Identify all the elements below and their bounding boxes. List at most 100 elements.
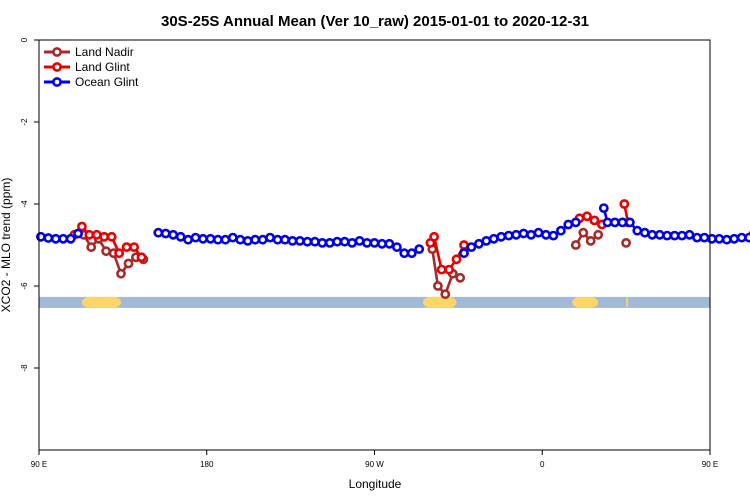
data-point-ocean-glint [302,236,313,247]
data-point-ocean-glint [610,217,620,228]
data-point-ocean-glint [280,234,290,245]
data-point-ocean-glint [369,237,380,248]
y-axis-label: XCO2 - MLO trend (ppm) [0,178,13,313]
data-point-land-glint [619,199,630,209]
data-point-ocean-glint [617,217,628,228]
x-axis: 90 E 180 90 W 0 90 E [31,450,718,469]
data-point-ocean-glint [347,237,357,248]
y-tick-label: -6 [20,282,29,290]
data-point-ocean-glint [153,227,164,238]
data-point-ocean-glint [729,233,740,244]
data-point-ocean-glint [488,233,499,244]
data-point-land-nadir [101,246,111,257]
data-point-land-glint [129,242,139,252]
legend-marker-land-nadir [52,47,62,57]
legend: Land Nadir Land Glint Ocean Glint [44,45,139,89]
data-point-ocean-glint [556,225,566,236]
data-point-ocean-glint [548,230,559,241]
data-point-ocean-glint [43,233,54,243]
land-band-segment [626,296,629,308]
data-point-land-nadir [455,272,466,283]
data-point-ocean-glint [332,236,343,247]
data-point-ocean-glint [598,203,609,213]
data-point-ocean-glint [654,229,665,240]
data-point-ocean-glint [721,234,732,245]
data-point-ocean-glint [541,229,551,240]
data-point-ocean-glint [647,229,658,240]
legend-item-land-nadir: Land Nadir [44,45,134,59]
data-point-ocean-glint [466,242,477,252]
data-point-ocean-glint [399,248,410,259]
data-point-ocean-glint [73,228,83,239]
data-point-ocean-glint [198,233,208,244]
land-band-segment [422,296,457,308]
data-point-ocean-glint [570,217,581,228]
data-point-land-nadir [86,242,97,252]
data-point-ocean-glint [265,232,275,243]
land-band-segment [81,296,122,308]
data-point-land-glint [444,264,454,275]
x-axis-label: Longitude [349,477,402,491]
data-point-ocean-glint [414,244,425,254]
data-point-ocean-glint [324,237,335,248]
data-point-ocean-glint [481,235,492,246]
chart-title: 30S-25S Annual Mean (Ver 10_raw) 2015-01… [161,13,589,30]
data-point-land-glint [106,231,117,242]
data-point-ocean-glint [518,228,529,239]
data-point-ocean-glint [183,234,193,245]
y-axis: 0 -2 -4 -6 -8 [20,37,39,372]
data-point-land-glint [582,211,592,222]
data-point-land-nadir [593,229,604,240]
legend-marker-land-glint [52,62,62,72]
data-point-ocean-glint [625,217,635,228]
data-point-ocean-glint [684,229,695,240]
data-point-ocean-glint [744,232,750,243]
ocean-band [39,296,710,308]
data-point-ocean-glint [294,235,305,246]
y-tick-label: 0 [20,37,29,42]
data-point-ocean-glint [699,232,710,243]
data-point-ocean-glint [65,233,76,244]
data-point-ocean-glint [168,229,179,240]
data-point-land-nadir [440,289,451,300]
x-tick-label: 180 [200,460,214,469]
data-point-land-nadir [621,237,631,248]
legend-label-ocean-glint: Ocean Glint [75,75,139,89]
legend-item-ocean-glint: Ocean Glint [44,75,139,89]
series-layer [36,199,750,300]
legend-label-land-nadir: Land Nadir [75,45,134,59]
x-tick-label: 0 [540,460,545,469]
data-point-ocean-glint [36,231,46,242]
data-point-ocean-glint [250,234,261,245]
data-point-ocean-glint [190,232,201,243]
series-ocean-glint [36,203,750,259]
data-point-ocean-glint [235,234,246,245]
data-point-ocean-glint [354,235,365,246]
data-point-ocean-glint [662,230,672,241]
x-tick-label: 90 E [702,460,718,469]
data-point-land-glint [114,248,124,259]
data-point-land-glint [121,242,132,252]
data-point-ocean-glint [205,233,216,244]
y-tick-label: -4 [20,200,29,208]
data-point-land-glint [91,229,102,240]
data-point-land-glint [589,215,600,226]
land-band-segment [572,296,599,308]
data-point-ocean-glint [406,248,417,259]
x-tick-label: 90 W [365,460,384,469]
data-point-ocean-glint [362,237,372,248]
x-tick-label: 90 E [31,460,47,469]
data-point-land-nadir [570,240,581,250]
legend-marker-ocean-glint [52,77,62,87]
data-point-ocean-glint [714,233,725,244]
data-point-ocean-glint [160,228,171,239]
land-mask-band [39,296,710,308]
data-point-land-glint [451,254,462,265]
data-point-land-glint [436,264,447,275]
y-tick-label: -8 [20,364,29,372]
data-point-ocean-glint [384,238,395,249]
data-point-ocean-glint [212,234,223,245]
data-point-land-nadir [432,281,443,291]
y-tick-label: -2 [20,118,29,126]
data-point-land-glint [429,231,439,242]
